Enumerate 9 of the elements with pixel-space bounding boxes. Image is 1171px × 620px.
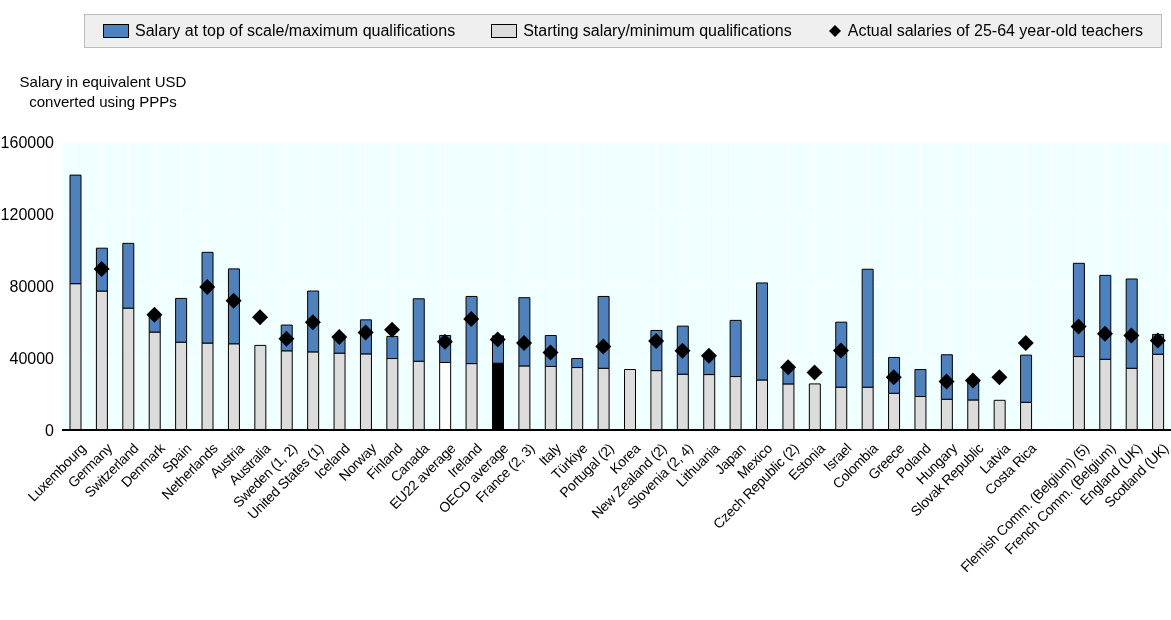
legend-label: Salary at top of scale/maximum qualifications xyxy=(135,22,456,40)
y-tick-label: 160000 xyxy=(0,133,55,151)
y-tick-label: 0 xyxy=(45,421,55,439)
legend-label: Starting salary/minimum qualifications xyxy=(523,22,792,40)
y-axis-title: Salary in equivalent USD converted using PPPs xyxy=(18,72,188,112)
legend-label: Actual salaries of 25-64 year-old teachers xyxy=(847,22,1143,40)
y-tick-label: 40000 xyxy=(9,349,55,367)
y-tick-label: 80000 xyxy=(9,277,55,295)
y-tick-label: 120000 xyxy=(0,205,55,223)
